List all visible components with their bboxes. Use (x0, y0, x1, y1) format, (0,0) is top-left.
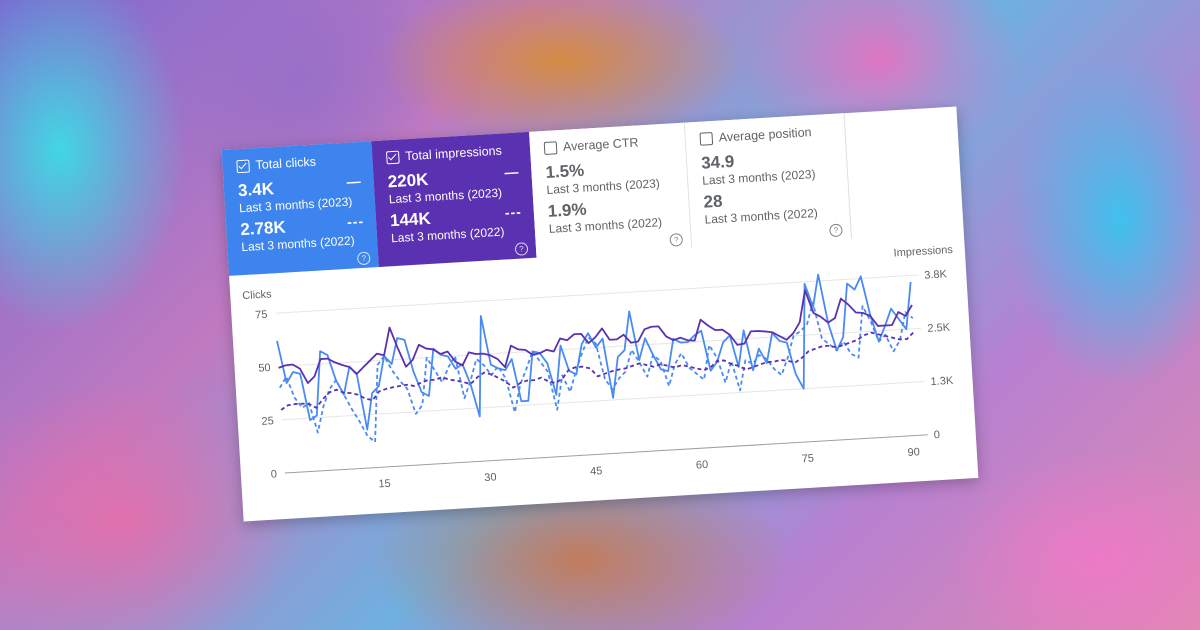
left-axis-title: Clicks (242, 288, 272, 302)
right-tick-label: 2.5K (927, 322, 951, 335)
help-icon[interactable]: ? (514, 242, 529, 256)
metric-label: Total clicks (255, 154, 317, 173)
metric-label: Average CTR (562, 135, 639, 154)
x-tick-label: 45 (590, 465, 603, 478)
left-tick-label: 75 (255, 309, 268, 322)
dashed-legend: --- (346, 212, 365, 230)
series-line-impressions-2023 (278, 289, 913, 384)
metric-label: Total impressions (404, 143, 503, 164)
help-icon[interactable]: ? (829, 223, 843, 238)
help-icon[interactable]: ? (669, 232, 684, 247)
x-tick-label: 90 (907, 446, 920, 459)
gridline (278, 327, 922, 367)
series-line-clicks-2022 (279, 301, 914, 443)
solid-legend: — (503, 163, 520, 181)
x-tick-label: 30 (484, 471, 497, 484)
gridline (275, 274, 919, 314)
right-axis-title: Impressions (893, 244, 953, 260)
left-tick-label: 25 (261, 415, 274, 428)
series-line-impressions-2022 (280, 331, 915, 411)
checkbox-unchecked-icon[interactable] (699, 131, 714, 146)
metric-label: Average position (718, 125, 812, 145)
gridline (284, 434, 928, 474)
performance-card: Total clicks — 3.4K Last 3 months (2023)… (221, 106, 979, 522)
right-tick-label: 0 (933, 429, 940, 441)
x-tick-label: 60 (696, 459, 709, 472)
performance-chart: Clicks Impressions 0 0 25 1.3K 50 2.5K 75 3.8K 1… (242, 244, 954, 491)
checkbox-checked-icon[interactable] (385, 150, 400, 164)
left-tick-label: 50 (258, 362, 271, 375)
metric-tile-average-ctr[interactable]: Average CTR 1.5% Last 3 months (2023) 1.… (529, 122, 693, 258)
gridline (281, 381, 925, 421)
help-icon[interactable]: ? (356, 251, 371, 266)
checkbox-unchecked-icon[interactable] (543, 140, 558, 155)
metric-tile-average-position[interactable]: Average position 34.9 Last 3 months (202… (684, 113, 852, 249)
right-tick-label: 1.3K (930, 375, 954, 388)
x-tick-label: 15 (378, 478, 391, 491)
x-tick-label: 75 (801, 453, 814, 466)
solid-legend: — (346, 172, 363, 190)
metric-tile-total-impressions[interactable]: Total impressions — 220K Last 3 months (… (371, 131, 537, 268)
metric-tile-total-clicks[interactable]: Total clicks — 3.4K Last 3 months (2023)… (221, 141, 379, 276)
checkbox-checked-icon[interactable] (236, 159, 250, 173)
dashed-legend: --- (504, 203, 523, 221)
right-tick-label: 3.8K (924, 268, 948, 281)
left-tick-label: 0 (270, 468, 277, 480)
